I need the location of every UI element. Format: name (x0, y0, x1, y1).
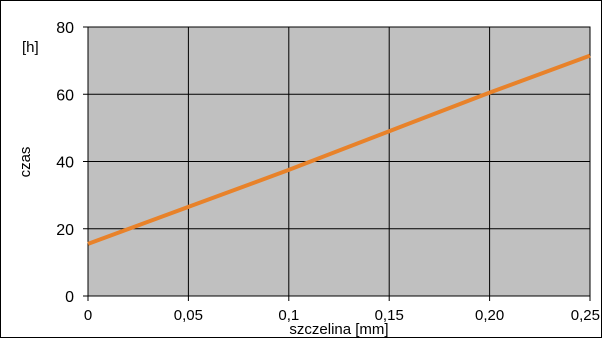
y-tick-label: 0 (65, 289, 74, 306)
x-tick-label: 0,20 (475, 307, 504, 324)
y-axis-label: czas (17, 147, 34, 178)
x-tick-label: 0,25 (571, 307, 600, 324)
x-tick-labels: 0 0,05 0,1 0,15 0,20 0,25 (84, 307, 600, 324)
y-tick-label: 20 (56, 222, 74, 239)
y-tick-labels: 0 20 40 60 80 (56, 20, 74, 306)
y-tick-label: 80 (56, 20, 74, 37)
x-tick-label: 0,15 (375, 307, 404, 324)
series-line (87, 53, 591, 246)
y-tick-label: 60 (56, 87, 74, 104)
x-tick-label: 0,05 (174, 307, 203, 324)
y-tick-label: 40 (56, 155, 74, 172)
x-tick-label: 0 (84, 307, 92, 324)
gridlines (83, 26, 591, 301)
y-axis-unit: [h] (22, 39, 39, 56)
x-tick-label: 0,1 (278, 307, 299, 324)
x-axis-label: szczelina [mm] (289, 321, 388, 338)
